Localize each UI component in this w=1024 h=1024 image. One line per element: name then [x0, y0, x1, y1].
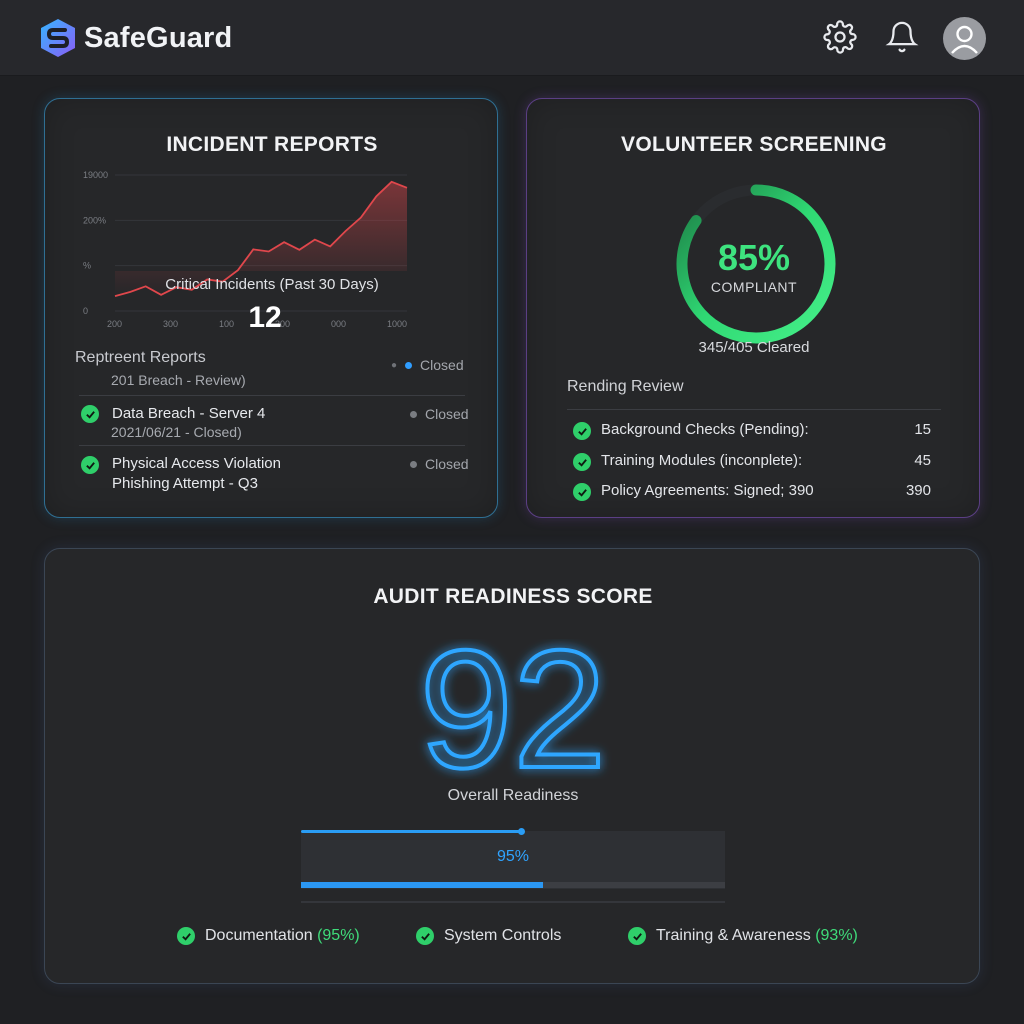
divider — [301, 901, 725, 903]
metric-training-awareness[interactable]: Training & Awareness (93%) — [628, 927, 858, 945]
x-tick-label: 200 — [107, 319, 122, 329]
audit-readiness-title: AUDIT READINESS SCORE — [373, 585, 653, 608]
series-line — [114, 180, 408, 297]
volunteer-screening-title: VOLUNTEER SCREENING — [621, 133, 887, 156]
pending-item-value: 45 — [914, 452, 931, 469]
compliance-gauge — [676, 184, 836, 344]
status-text: Closed — [425, 406, 469, 422]
status-text: Closed — [420, 357, 464, 373]
report-title[interactable]: Data Breach - Server 4 — [112, 405, 266, 422]
report-status: Closed — [410, 456, 469, 472]
check-icon — [628, 927, 646, 945]
progress-track — [301, 882, 725, 888]
metric-documentation[interactable]: Documentation (95%) — [177, 927, 360, 945]
report-subtitle: 201 Breach - Review) — [111, 372, 246, 388]
y-tick-label: % — [83, 261, 91, 271]
pending-item-label: Background Checks (Pending): — [601, 421, 809, 438]
metric-label: Documentation (95%) — [205, 927, 360, 944]
pending-item[interactable]: Policy Agreements: Signed; 390 390 — [571, 481, 931, 503]
volunteer-screening-card: VOLUNTEER SCREENING 85% COMPLIANT 345/40… — [526, 98, 980, 518]
pending-review-heading: Rending Review — [567, 378, 684, 395]
pending-item[interactable]: Training Modules (inconplete): 45 — [571, 451, 931, 473]
overall-readiness-label: Overall Readiness — [447, 787, 579, 804]
bell-icon[interactable] — [885, 20, 919, 54]
status-dot-icon — [410, 410, 417, 418]
check-icon — [177, 927, 195, 945]
check-icon — [573, 453, 591, 471]
check-icon — [573, 483, 591, 501]
report-status: Closed — [410, 406, 469, 422]
x-tick-label: 300 — [275, 319, 290, 329]
y-tick-label: 200% — [83, 215, 106, 225]
check-icon — [81, 405, 99, 423]
divider — [567, 409, 941, 410]
y-tick-label: 0 — [83, 306, 88, 316]
user-avatar-icon[interactable] — [943, 17, 986, 60]
gear-icon[interactable] — [823, 20, 857, 54]
incident-reports-card: INCIDENT REPORTS 19000 200%% 0 200 300 100 300… — [44, 98, 498, 518]
status-dot-icon: ● — [391, 359, 398, 371]
progress-fill — [301, 882, 543, 888]
progress-percent: 95% — [496, 848, 530, 865]
check-icon — [416, 927, 434, 945]
progress-marker — [518, 828, 526, 835]
status-text: Closed — [425, 456, 469, 472]
brand[interactable]: SafeGuard — [40, 18, 232, 58]
compliance-percent: 85% — [717, 237, 791, 278]
audit-readiness-card: AUDIT READINESS SCORE 92 Overall Readine… — [44, 548, 980, 984]
check-icon — [81, 456, 99, 474]
x-tick-label: 1000 — [387, 319, 407, 329]
x-tick-label: 300 — [163, 319, 178, 329]
readiness-progress-panel — [301, 831, 725, 889]
metric-system-controls[interactable]: System Controls — [416, 927, 561, 945]
readiness-score: 92 — [418, 639, 609, 779]
report-title[interactable]: Physical Access Violation — [112, 455, 281, 472]
check-icon — [573, 422, 591, 440]
x-tick-label: 100 — [219, 319, 234, 329]
app-name: SafeGuard — [84, 21, 233, 54]
incident-trend-chart: 19000 200%% 0 200 300 100 300 000 1000 — [83, 170, 408, 329]
top-navigation-bar: SafeGuard — [0, 0, 1024, 76]
divider — [79, 395, 465, 396]
status-dot-icon — [405, 361, 413, 369]
compliant-label: COMPLIANT — [710, 279, 798, 295]
user-silhouette-icon — [951, 25, 978, 54]
pending-item-value: 15 — [914, 421, 931, 438]
progress-topline — [301, 830, 522, 833]
pending-item-label: Training Modules (inconplete): — [601, 452, 803, 469]
pending-item-label: Policy Agreements: Signed; 390 — [601, 482, 814, 499]
incident-reports-title: INCIDENT REPORTS — [166, 133, 378, 156]
safeguard-logo-icon — [41, 19, 75, 57]
metric-label: Training & Awareness (93%) — [656, 927, 858, 944]
reports-heading: Reptreent Reports — [75, 349, 206, 366]
report-subtitle: 2021/06/21 - Closed) — [111, 424, 242, 440]
score-value: 92 — [420, 639, 607, 779]
critical-incidents-count: 12 — [248, 301, 282, 334]
area-fill — [115, 181, 407, 297]
gauge-arc — [676, 184, 836, 344]
y-tick-label: 19000 — [83, 170, 108, 180]
status-dot-icon — [410, 460, 417, 468]
pending-item[interactable]: Background Checks (Pending): 15 — [571, 420, 931, 442]
pending-item-value: 390 — [905, 482, 931, 499]
cleared-count: 345/405 Cleared — [698, 339, 810, 356]
report-subtitle: Phishing Attempt - Q3 — [112, 475, 258, 492]
divider — [79, 445, 465, 446]
metric-label: System Controls — [444, 927, 562, 944]
report-status: ● Closed — [391, 357, 464, 373]
x-tick-label: 000 — [331, 319, 346, 329]
critical-incidents-caption: Critical Incidents (Past 30 Days) — [165, 276, 379, 293]
